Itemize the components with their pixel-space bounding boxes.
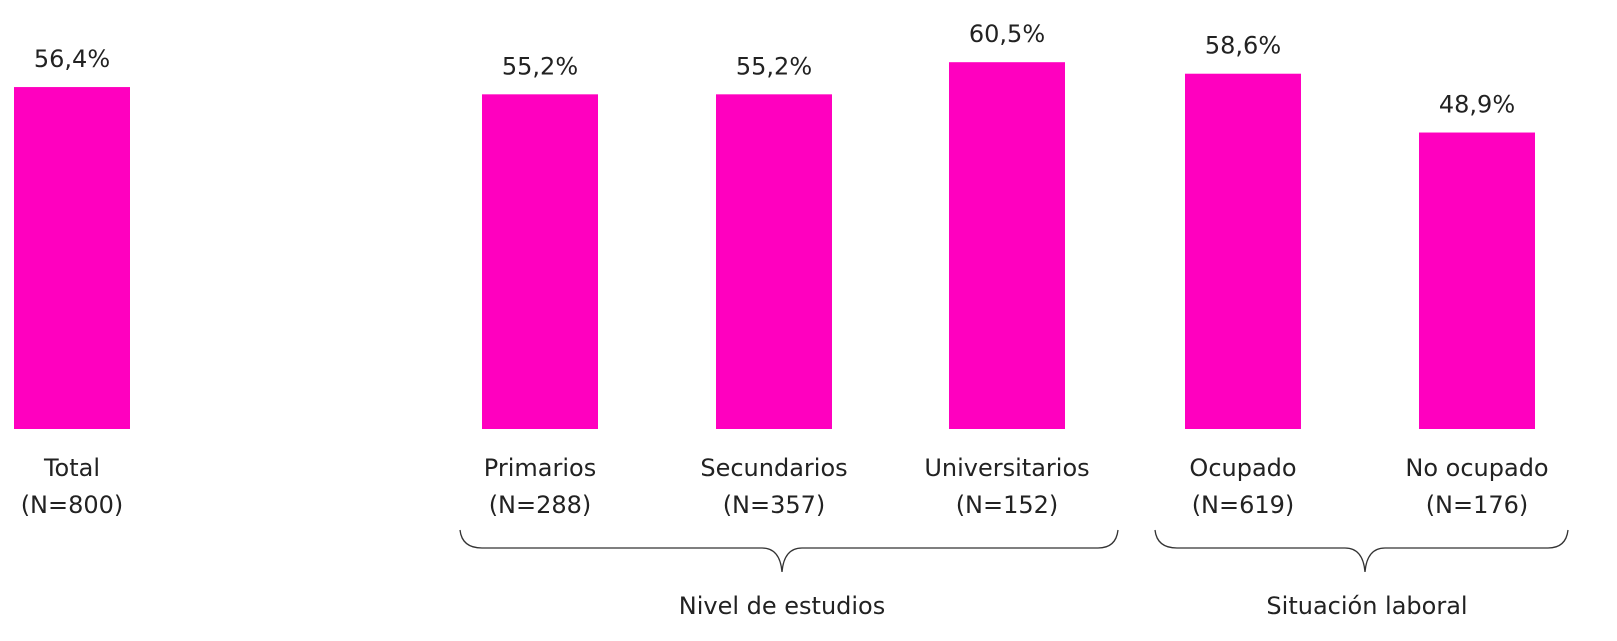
bar — [716, 94, 832, 429]
x-tick-label: Universitarios — [924, 454, 1089, 482]
bar — [1419, 132, 1535, 429]
bar — [482, 94, 598, 429]
sample-label: (N=619) — [1192, 491, 1295, 519]
value-label: 58,6% — [1205, 32, 1281, 60]
x-tick-label: Ocupado — [1189, 454, 1296, 482]
value-label: 55,2% — [502, 52, 578, 80]
group-label: Nivel de estudios — [679, 592, 886, 620]
bar — [14, 87, 130, 429]
value-label: 60,5% — [969, 20, 1045, 48]
x-tick-label: Primarios — [484, 454, 596, 482]
value-label: 48,9% — [1439, 91, 1515, 119]
x-tick-label: No ocupado — [1405, 454, 1548, 482]
group-label: Situación laboral — [1266, 592, 1467, 620]
sample-label: (N=176) — [1426, 491, 1529, 519]
sample-label: (N=800) — [21, 491, 124, 519]
x-tick-label: Total — [43, 454, 100, 482]
group-brace — [1154, 529, 1569, 573]
sample-label: (N=357) — [723, 491, 826, 519]
x-tick-label: Secundarios — [700, 454, 847, 482]
bar — [949, 62, 1065, 429]
group-brace — [459, 529, 1119, 573]
value-label: 56,4% — [34, 45, 110, 73]
bar — [1185, 73, 1301, 430]
sample-label: (N=152) — [956, 491, 1059, 519]
sample-label: (N=288) — [489, 491, 592, 519]
value-label: 55,2% — [736, 52, 812, 80]
